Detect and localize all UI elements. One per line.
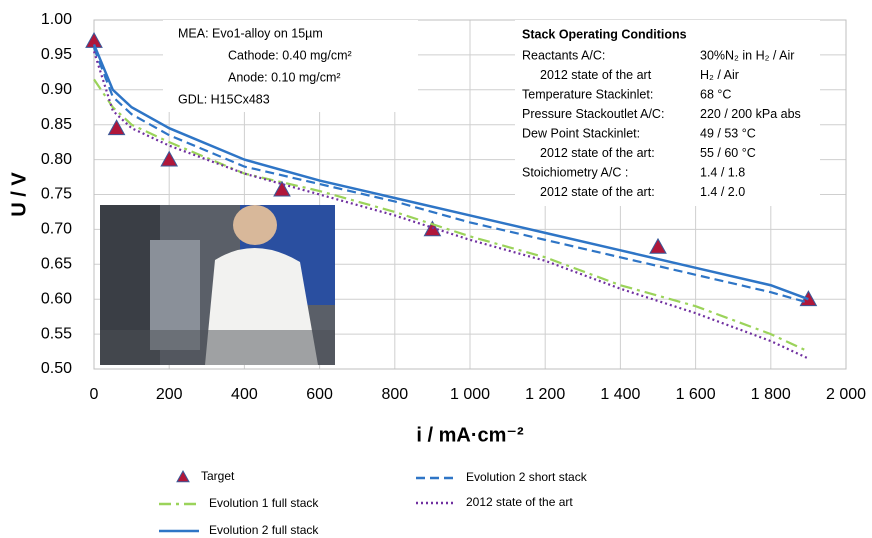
x-tick-label: 1 600: [676, 386, 716, 403]
y-tick-label: 0.65: [41, 256, 72, 273]
x-tick-label: 800: [381, 386, 408, 403]
condition-label: Reactants A/C:: [522, 48, 605, 62]
conditions-title: Stack Operating Conditions: [522, 27, 687, 41]
x-tick-label: 1 800: [751, 386, 791, 403]
condition-label: 2012 state of the art: [540, 68, 652, 82]
condition-value: 1.4 / 1.8: [700, 165, 745, 179]
mea-line: MEA: Evo1-alloy on 15µm: [178, 26, 323, 40]
y-tick-label: 0.70: [41, 221, 72, 238]
x-tick-label: 2 000: [826, 386, 866, 403]
x-tick-label: 1 000: [450, 386, 490, 403]
y-tick-label: 0.95: [41, 46, 72, 63]
mea-line: Anode: 0.10 mg/cm²: [228, 70, 341, 84]
mea-line: Cathode: 0.40 mg/cm²: [228, 48, 352, 62]
y-tick-label: 0.90: [41, 81, 72, 98]
chart: 0.50 0.55 0.60 0.65 0.70 0.75 0.80 0.85 0.90 0.95…: [0, 0, 872, 538]
y-tick-label: 0.75: [41, 186, 72, 203]
legend-label: Evolution 2 full stack: [209, 523, 319, 537]
condition-label: Pressure Stackoutlet A/C:: [522, 107, 664, 121]
x-tick-label: 1 400: [600, 386, 640, 403]
x-axis-label: i / mA·cm⁻²: [416, 424, 524, 446]
condition-value: 30%N₂ in H₂ / Air: [700, 48, 794, 62]
photo: [100, 205, 335, 365]
y-tick-label: 0.80: [41, 151, 72, 168]
x-tick-label: 400: [231, 386, 258, 403]
y-tick-label: 1.00: [41, 11, 72, 28]
condition-value: 220 / 200 kPa abs: [700, 107, 801, 121]
x-tick-label: 600: [306, 386, 333, 403]
condition-value: 55 / 60 °C: [700, 146, 756, 160]
legend-label: Target: [201, 469, 235, 483]
condition-value: 49 / 53 °C: [700, 126, 756, 140]
legend-label: Evolution 1 full stack: [209, 496, 319, 510]
y-tick-label: 0.85: [41, 116, 72, 133]
condition-label: Dew Point Stackinlet:: [522, 126, 640, 140]
condition-value: H₂ / Air: [700, 68, 739, 82]
condition-label: 2012 state of the art:: [540, 185, 655, 199]
condition-label: Temperature Stackinlet:: [522, 87, 653, 101]
condition-value: 68 °C: [700, 87, 731, 101]
y-tick-label: 0.55: [41, 325, 72, 342]
y-tick-label: 0.50: [41, 360, 72, 377]
y-tick-label: 0.60: [41, 290, 72, 307]
x-tick-label: 0: [90, 386, 99, 403]
y-axis-label: U / V: [8, 172, 30, 217]
legend-label: Evolution 2 short stack: [466, 470, 588, 484]
legend-label: 2012 state of the art: [466, 495, 573, 509]
mea-line: GDL: H15Cx483: [178, 92, 270, 106]
target-marker: [109, 120, 125, 134]
condition-label: 2012 state of the art:: [540, 146, 655, 160]
x-tick-label: 1 200: [525, 386, 565, 403]
legend-marker: [177, 471, 189, 482]
condition-label: Stoichiometry A/C :: [522, 165, 628, 179]
target-marker: [650, 239, 666, 253]
x-tick-label: 200: [156, 386, 183, 403]
target-marker: [161, 152, 177, 166]
condition-value: 1.4 / 2.0: [700, 185, 745, 199]
